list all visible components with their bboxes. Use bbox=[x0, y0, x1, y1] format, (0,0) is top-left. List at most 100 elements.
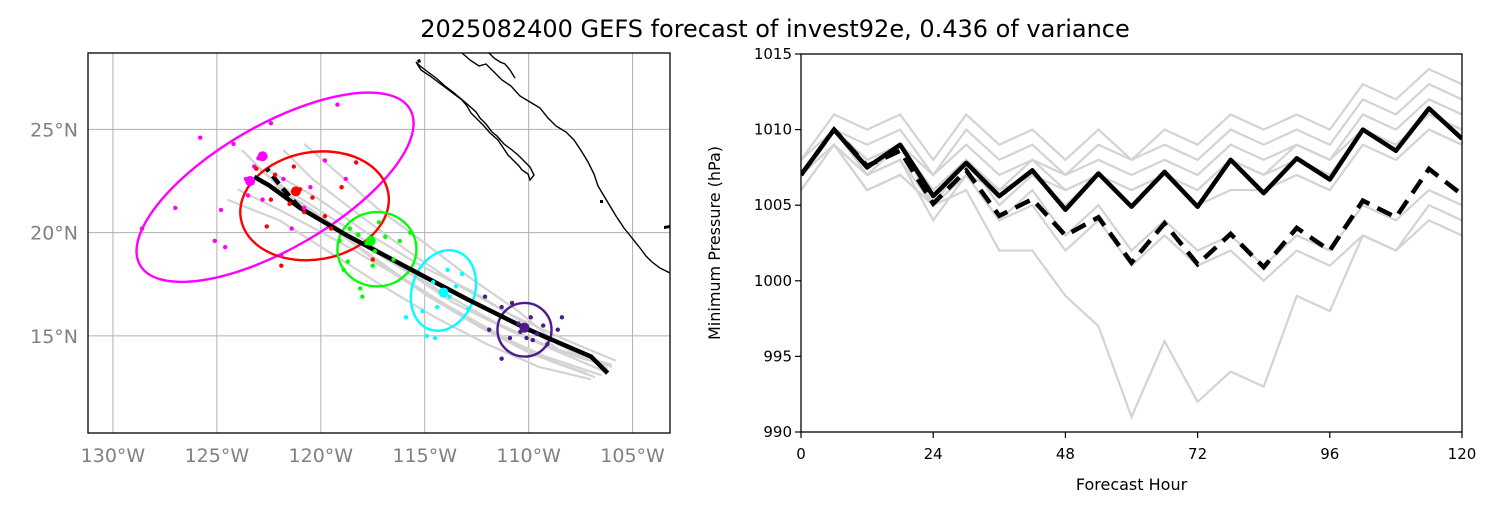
coastline bbox=[415, 53, 670, 274]
figure-title: 2025082400 GEFS forecast of invest92e, 0… bbox=[420, 15, 1130, 43]
member-position-t24 bbox=[212, 238, 217, 244]
island-1 bbox=[417, 59, 421, 63]
centroid-t120 bbox=[519, 322, 530, 333]
member-position-t72 bbox=[347, 226, 353, 231]
member-position-t48 bbox=[272, 172, 278, 178]
pressure-timeseries-panel: 0 24 48 72 96 120 990 995 1000 1005 1010 1015 Forec… bbox=[705, 45, 1476, 494]
member-position-t120 bbox=[530, 337, 536, 343]
member-position-t120 bbox=[528, 315, 533, 320]
map-lat-tick-label: 15°N bbox=[30, 326, 78, 348]
member-position-t72 bbox=[337, 238, 342, 244]
island-3 bbox=[664, 225, 670, 229]
member-position-t24 bbox=[231, 141, 236, 147]
y-axis-label: Minimum Pressure (hPa) bbox=[705, 146, 724, 340]
x-tick-label: 96 bbox=[1320, 445, 1339, 463]
member-position-t120 bbox=[545, 341, 550, 347]
member-position-t96 bbox=[430, 280, 436, 285]
ellipse-hour-48 bbox=[239, 150, 391, 262]
member-position-t48 bbox=[322, 213, 328, 219]
y-tick-label: 990 bbox=[763, 423, 792, 441]
member-position-t96 bbox=[447, 294, 452, 299]
member-position-t72 bbox=[383, 234, 388, 240]
member-position-t72 bbox=[360, 294, 365, 299]
map-lon-tick-label: 115°W bbox=[392, 445, 457, 467]
ensemble-pressure-line bbox=[801, 127, 1462, 208]
y-tick-label: 1010 bbox=[754, 121, 792, 139]
member-position-t24 bbox=[322, 158, 328, 163]
member-position-t96 bbox=[424, 333, 430, 339]
member-position-t120 bbox=[509, 300, 515, 306]
member-position-t96 bbox=[420, 308, 425, 314]
x-tick-label: 48 bbox=[1056, 445, 1075, 463]
member-position-t24 bbox=[173, 205, 178, 211]
map-lat-tick-label: 20°N bbox=[30, 223, 78, 245]
coast-detail bbox=[488, 53, 516, 79]
member-position-t96 bbox=[403, 315, 409, 320]
mainland-mexico-coast bbox=[461, 53, 670, 274]
map-lat-tick-label: 25°N bbox=[30, 119, 78, 141]
member-position-t48 bbox=[301, 209, 307, 215]
ensemble-pressure-line bbox=[801, 98, 1462, 177]
centroid-t48 bbox=[290, 186, 301, 197]
member-position-t24 bbox=[279, 253, 284, 258]
member-position-t72 bbox=[370, 263, 375, 268]
member-position-t120 bbox=[499, 356, 504, 361]
map-lon-tick-label: 120°W bbox=[289, 445, 354, 467]
map-tick-labels: 130°W 125°W 120°W 115°W 110°W 105°W 15°N 20°N 25… bbox=[30, 119, 665, 467]
ellipse-hour-72 bbox=[336, 210, 418, 288]
member-position-t120 bbox=[524, 335, 529, 341]
member-position-t24 bbox=[289, 226, 294, 231]
x-tick-label: 0 bbox=[796, 445, 806, 463]
member-position-t24 bbox=[343, 176, 348, 182]
member-position-t48 bbox=[291, 164, 296, 169]
timeseries-plot-area bbox=[801, 67, 1462, 420]
member-position-t24 bbox=[268, 121, 274, 126]
member-position-t72 bbox=[376, 220, 382, 225]
member-position-t48 bbox=[279, 263, 284, 268]
track-map-panel: 130°W 125°W 120°W 115°W 110°W 105°W 15°N 20°N 25… bbox=[30, 52, 671, 467]
member-position-t24 bbox=[245, 193, 251, 198]
ensemble-track bbox=[282, 149, 617, 362]
map-lon-tick-label: 130°W bbox=[81, 445, 146, 467]
member-position-t120 bbox=[482, 294, 488, 299]
member-position-t120 bbox=[541, 323, 546, 328]
map-plot-area bbox=[135, 53, 670, 381]
centroid-t72 bbox=[365, 235, 376, 246]
mean-track-line bbox=[253, 174, 610, 375]
member-position-t48 bbox=[353, 160, 359, 165]
member-position-t72 bbox=[341, 267, 346, 273]
member-position-t48 bbox=[370, 257, 375, 262]
member-position-t120 bbox=[559, 315, 565, 320]
map-lon-tick-label: 110°W bbox=[496, 445, 561, 467]
member-position-t96 bbox=[459, 271, 465, 277]
ensemble-track bbox=[268, 169, 613, 368]
member-position-t48 bbox=[254, 166, 259, 171]
ensemble-track bbox=[226, 198, 592, 381]
member-position-t72 bbox=[356, 232, 361, 237]
ensemble-track bbox=[251, 163, 613, 366]
x-axis-label: Forecast Hour bbox=[1076, 475, 1188, 494]
ellipse-hour-24 bbox=[135, 91, 415, 284]
island-2 bbox=[600, 200, 603, 203]
map-lon-tick-label: 105°W bbox=[600, 445, 665, 467]
member-position-t72 bbox=[372, 249, 378, 254]
member-position-t120 bbox=[555, 327, 560, 332]
timeseries-ticks: 0 24 48 72 96 120 990 995 1000 1005 1010 1015 bbox=[754, 45, 1477, 463]
mean-track-dashed bbox=[265, 167, 302, 210]
centroid-t24 bbox=[245, 176, 256, 187]
mean-pressure-dashed bbox=[801, 126, 1462, 271]
member-position-t120 bbox=[507, 335, 513, 341]
member-position-t48 bbox=[264, 224, 269, 229]
member-positions bbox=[139, 102, 565, 361]
map-lon-tick-label: 125°W bbox=[185, 445, 250, 467]
member-position-t96 bbox=[432, 335, 438, 341]
member-position-t120 bbox=[534, 331, 540, 337]
member-position-t48 bbox=[310, 195, 315, 200]
y-tick-label: 1000 bbox=[754, 272, 792, 290]
member-position-t72 bbox=[358, 286, 363, 291]
member-position-t24 bbox=[222, 244, 228, 250]
y-tick-label: 1015 bbox=[754, 45, 792, 63]
ensemble-track bbox=[303, 143, 609, 370]
member-position-t24 bbox=[218, 207, 224, 213]
